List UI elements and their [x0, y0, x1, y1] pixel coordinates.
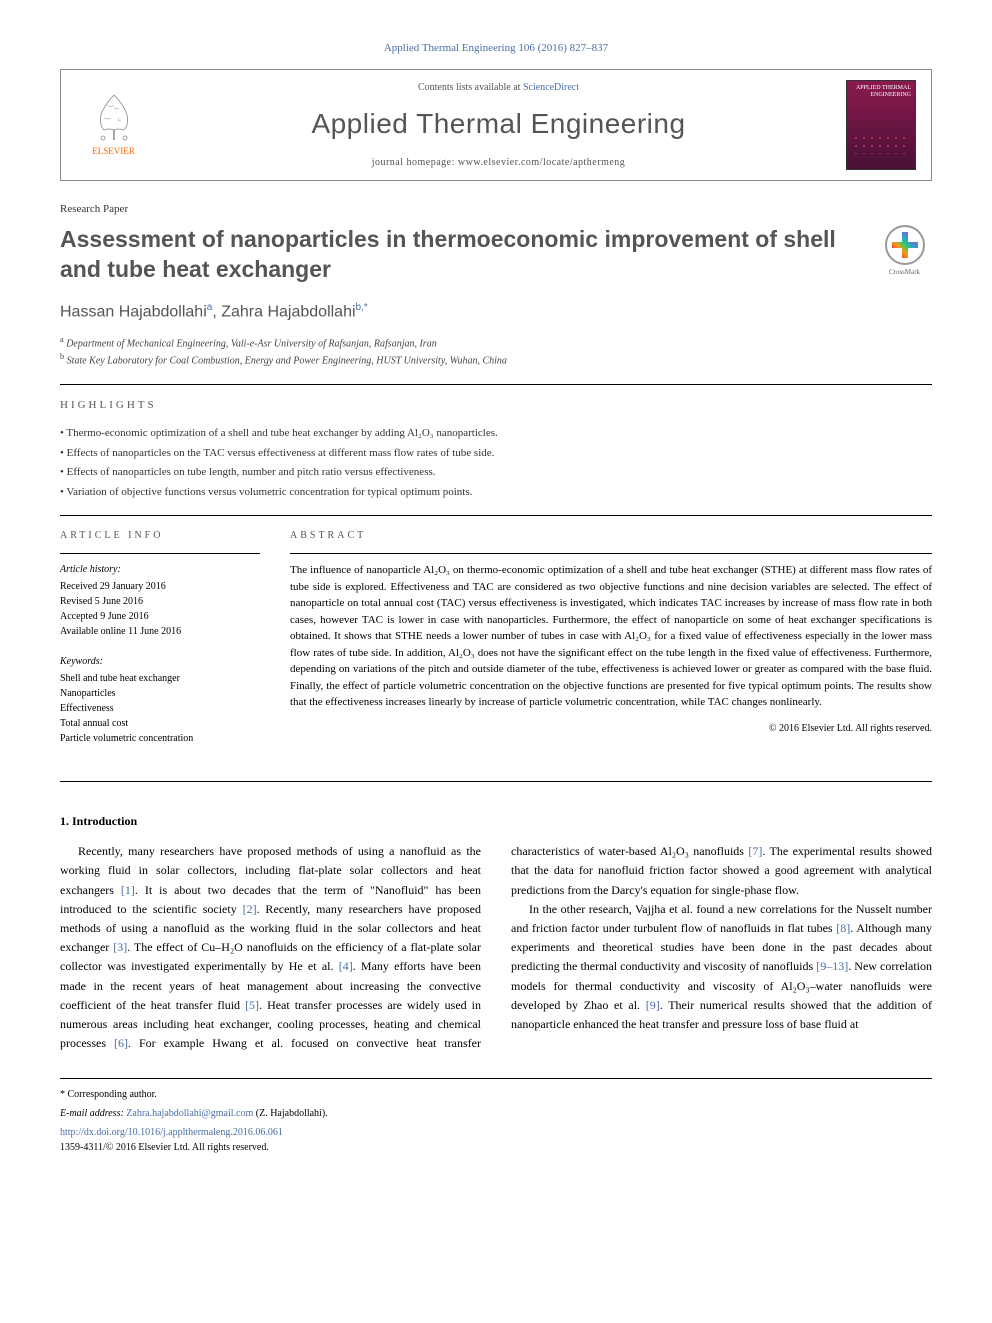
- highlight-item: Effects of nanoparticles on tube length,…: [60, 464, 932, 481]
- ref-7[interactable]: [7]: [748, 844, 762, 858]
- email-label: E-mail address:: [60, 1108, 124, 1119]
- corresponding-author: * Corresponding author.: [60, 1087, 932, 1102]
- ref-5[interactable]: [5]: [245, 998, 259, 1012]
- crossmark-icon: [885, 225, 925, 265]
- info-heading: ARTICLE INFO: [60, 528, 260, 543]
- keyword: Nanoparticles: [60, 686, 260, 701]
- homepage-line: journal homepage: www.elsevier.com/locat…: [171, 155, 826, 170]
- homepage-url[interactable]: www.elsevier.com/locate/apthermeng: [458, 157, 625, 168]
- highlights-list: Thermo-economic optimization of a shell …: [60, 425, 932, 500]
- ref-6[interactable]: [6]: [114, 1036, 128, 1050]
- abstract-heading: ABSTRACT: [290, 528, 932, 543]
- header-center: Contents lists available at ScienceDirec…: [171, 80, 826, 170]
- corresp-label: Corresponding author.: [68, 1089, 157, 1100]
- highlight-item: Effects of nanoparticles on the TAC vers…: [60, 445, 932, 462]
- elsevier-logo: ELSEVIER: [76, 82, 151, 167]
- keyword: Shell and tube heat exchanger: [60, 671, 260, 686]
- author-2-sup: b,*: [356, 302, 368, 313]
- intro-body: Recently, many researchers have proposed…: [60, 842, 932, 1053]
- paper-title: Assessment of nanoparticles in thermoeco…: [60, 225, 857, 285]
- homepage-pre: journal homepage:: [372, 157, 458, 168]
- cover-title: APPLIED THERMAL ENGINEERING: [847, 81, 915, 103]
- intro-para-2: In the other research, Vajjha et al. fou…: [511, 900, 932, 1034]
- citation-line: Applied Thermal Engineering 106 (2016) 8…: [60, 40, 932, 57]
- affiliations: a Department of Mechanical Engineering, …: [60, 334, 932, 369]
- received-date: Received 29 January 2016: [60, 579, 260, 594]
- highlight-item: Variation of objective functions versus …: [60, 484, 932, 501]
- ref-2[interactable]: [2]: [243, 902, 257, 916]
- history-label: Article history:: [60, 562, 260, 577]
- accepted-date: Accepted 9 June 2016: [60, 609, 260, 624]
- affiliation-a: a Department of Mechanical Engineering, …: [60, 334, 932, 351]
- aff-b-text: State Key Laboratory for Coal Combustion…: [67, 356, 507, 367]
- keyword: Particle volumetric concentration: [60, 731, 260, 746]
- revised-date: Revised 5 June 2016: [60, 594, 260, 609]
- aff-a-text: Department of Mechanical Engineering, Va…: [66, 338, 437, 349]
- journal-name: Applied Thermal Engineering: [171, 103, 826, 145]
- aff-a-sup: a: [60, 335, 64, 344]
- author-2: Zahra Hajabdollahi: [221, 303, 355, 320]
- journal-cover: APPLIED THERMAL ENGINEERING: [846, 80, 916, 170]
- info-abstract-row: ARTICLE INFO Article history: Received 2…: [60, 528, 932, 761]
- abstract-text: The influence of nanoparticle Al₂O₃ on t…: [290, 553, 932, 711]
- online-date: Available online 11 June 2016: [60, 624, 260, 639]
- highlights-label: HIGHLIGHTS: [60, 397, 932, 414]
- author-1: Hassan Hajabdollahi: [60, 303, 207, 320]
- keywords-block: Keywords: Shell and tube heat exchanger …: [60, 654, 260, 746]
- issn-line: 1359-4311/© 2016 Elsevier Ltd. All right…: [60, 1140, 932, 1155]
- history-block: Article history: Received 29 January 201…: [60, 553, 260, 639]
- ref-3[interactable]: [3]: [113, 940, 127, 954]
- contents-pre: Contents lists available at: [418, 82, 523, 93]
- authors: Hassan Hajabdollahia, Zahra Hajabdollahi…: [60, 300, 932, 324]
- email-name: (Z. Hajabdollahi).: [256, 1108, 328, 1119]
- sciencedirect-link[interactable]: ScienceDirect: [523, 82, 579, 93]
- elsevier-tree-icon: [89, 90, 139, 145]
- rule-3: [60, 781, 932, 782]
- email-line: E-mail address: Zahra.hajabdollahi@gmail…: [60, 1106, 932, 1121]
- ref-9-13[interactable]: [9–13]: [816, 959, 848, 973]
- title-row: Assessment of nanoparticles in thermoeco…: [60, 225, 932, 285]
- keywords-label: Keywords:: [60, 654, 260, 669]
- contents-line: Contents lists available at ScienceDirec…: [171, 80, 826, 95]
- elsevier-label: ELSEVIER: [92, 145, 135, 159]
- corresp-marker: *: [60, 1089, 65, 1100]
- paper-type: Research Paper: [60, 201, 932, 218]
- crossmark-label: CrossMark: [889, 267, 920, 278]
- ref-4[interactable]: [4]: [339, 959, 353, 973]
- crossmark-badge[interactable]: CrossMark: [877, 225, 932, 280]
- journal-header: ELSEVIER Contents lists available at Sci…: [60, 69, 932, 181]
- affiliation-b: b State Key Laboratory for Coal Combusti…: [60, 351, 932, 368]
- keyword: Effectiveness: [60, 701, 260, 716]
- doi-link[interactable]: http://dx.doi.org/10.1016/j.applthermale…: [60, 1125, 932, 1140]
- author-1-sup: a: [207, 302, 213, 313]
- abstract-column: ABSTRACT The influence of nanoparticle A…: [290, 528, 932, 761]
- keyword: Total annual cost: [60, 716, 260, 731]
- abstract-copyright: © 2016 Elsevier Ltd. All rights reserved…: [290, 721, 932, 736]
- intro-heading: 1. Introduction: [60, 812, 932, 830]
- ref-8[interactable]: [8]: [836, 921, 850, 935]
- highlight-item: Thermo-economic optimization of a shell …: [60, 425, 932, 442]
- aff-b-sup: b: [60, 352, 64, 361]
- ref-1[interactable]: [1]: [121, 883, 135, 897]
- intro-section: 1. Introduction Recently, many researche…: [60, 812, 932, 1053]
- email-address[interactable]: Zahra.hajabdollahi@gmail.com: [126, 1108, 253, 1119]
- footer: * Corresponding author. E-mail address: …: [60, 1078, 932, 1155]
- rule-2: [60, 515, 932, 516]
- ref-9[interactable]: [9]: [646, 998, 660, 1012]
- rule-1: [60, 384, 932, 385]
- article-info: ARTICLE INFO Article history: Received 2…: [60, 528, 260, 761]
